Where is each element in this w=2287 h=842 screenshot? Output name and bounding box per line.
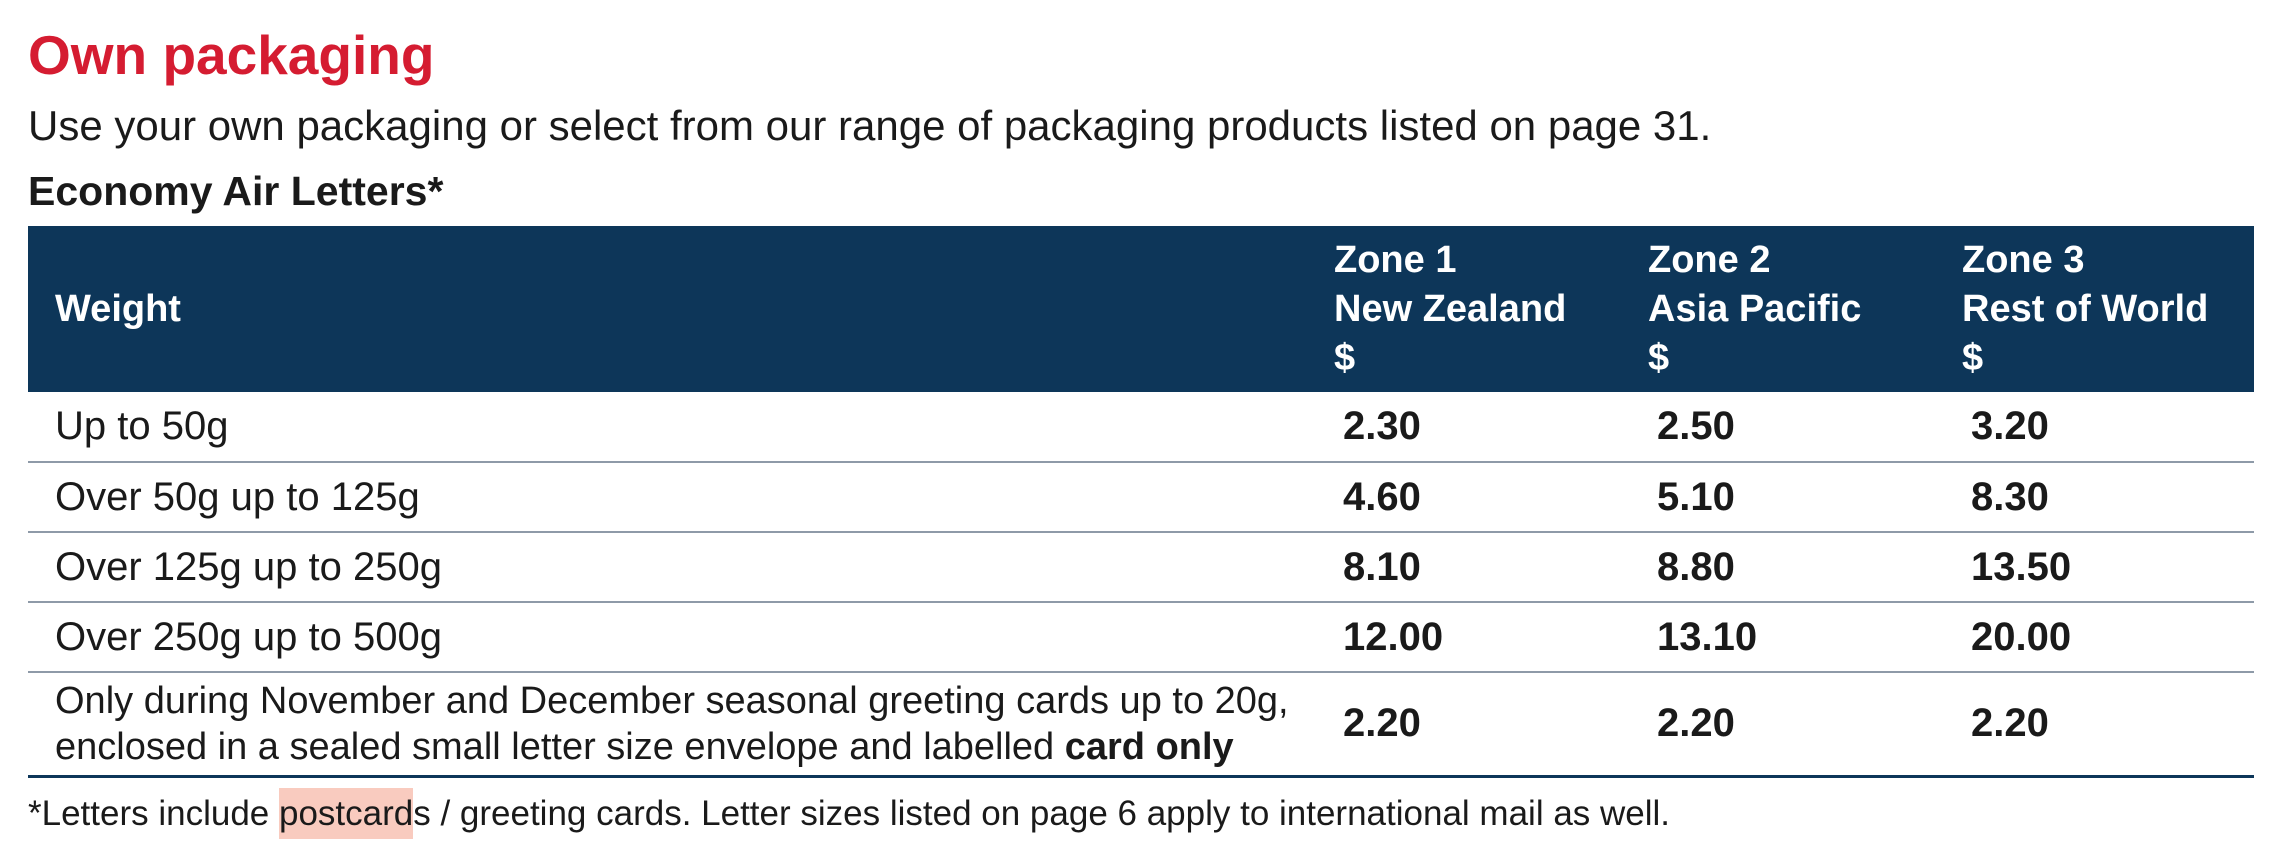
header-zone-2: Zone 2 Asia Pacific $: [1648, 226, 1962, 392]
zone-2-price: 2.50: [1648, 392, 1962, 463]
weight-cell: Over 125g up to 250g: [28, 532, 1334, 603]
zone-1-price: 12.00: [1334, 602, 1648, 673]
table-row: Over 250g up to 500g 12.00 13.10 20.00: [28, 602, 2254, 673]
seasonal-description: Only during November and December season…: [28, 672, 1334, 778]
table-row: Over 125g up to 250g 8.10 8.80 13.50: [28, 532, 2254, 603]
card-only-label: card only: [1064, 725, 1234, 768]
table-row: Up to 50g 2.30 2.50 3.20: [28, 392, 2254, 463]
page: Own packaging Use your own packaging or …: [28, 18, 2254, 842]
zone-2-price: 2.20: [1648, 672, 1962, 778]
seasonal-row: Only during November and December season…: [28, 672, 2254, 778]
zone-1-label: Zone 1: [1334, 238, 1457, 281]
footnote-end: s / greeting cards. Letter sizes listed …: [413, 793, 1671, 833]
weight-cell: Over 250g up to 500g: [28, 602, 1334, 673]
weight-cell: Up to 50g: [28, 392, 1334, 463]
footnote: *Letters include postcards / greeting ca…: [28, 786, 2254, 842]
zone-3-region: Rest of World: [1962, 287, 2209, 330]
table-row: Over 50g up to 125g 4.60 5.10 8.30: [28, 462, 2254, 533]
zone-3-currency: $: [1962, 336, 1984, 379]
intro-text: Use your own packaging or select from ou…: [28, 102, 1712, 149]
zone-2-price: 13.10: [1648, 602, 1962, 673]
zone-3-price: 20.00: [1962, 602, 2254, 673]
zone-2-label: Zone 2: [1648, 238, 1771, 281]
header-zone-3: Zone 3 Rest of World $: [1962, 226, 2254, 392]
zone-1-price: 2.20: [1334, 672, 1648, 778]
zone-1-price: 2.30: [1334, 392, 1648, 463]
zone-3-price: 8.30: [1962, 462, 2254, 533]
zone-2-price: 5.10: [1648, 462, 1962, 533]
zone-1-region: New Zealand: [1334, 287, 1567, 330]
weight-cell: Over 50g up to 125g: [28, 462, 1334, 533]
table-title: Economy Air Letters*: [28, 168, 444, 214]
zone-3-label: Zone 3: [1962, 238, 2085, 281]
seasonal-line-2-text: enclosed in a sealed small letter size e…: [55, 725, 1065, 768]
zone-2-currency: $: [1648, 336, 1670, 379]
zone-3-price: 3.20: [1962, 392, 2254, 463]
zone-1-price: 8.10: [1334, 532, 1648, 603]
seasonal-line-2: enclosed in a sealed small letter size e…: [55, 724, 1334, 770]
page-title: Own packaging: [28, 24, 435, 86]
seasonal-line-1: Only during November and December season…: [55, 679, 1289, 722]
rates-table: Weight Zone 1 New Zealand $ Zone 2 Asia …: [28, 226, 2254, 778]
zone-3-price: 2.20: [1962, 672, 2254, 778]
table-header-row: Weight Zone 1 New Zealand $ Zone 2 Asia …: [28, 226, 2254, 392]
zone-2-region: Asia Pacific: [1648, 287, 1862, 330]
header-zone-1: Zone 1 New Zealand $: [1334, 226, 1648, 392]
zone-3-price: 13.50: [1962, 532, 2254, 603]
zone-2-price: 8.80: [1648, 532, 1962, 603]
highlighted-word: postcard: [278, 787, 414, 839]
footnote-start: *Letters include: [28, 793, 279, 833]
zone-1-price: 4.60: [1334, 462, 1648, 533]
zone-1-currency: $: [1334, 336, 1356, 379]
header-weight: Weight: [55, 287, 181, 330]
